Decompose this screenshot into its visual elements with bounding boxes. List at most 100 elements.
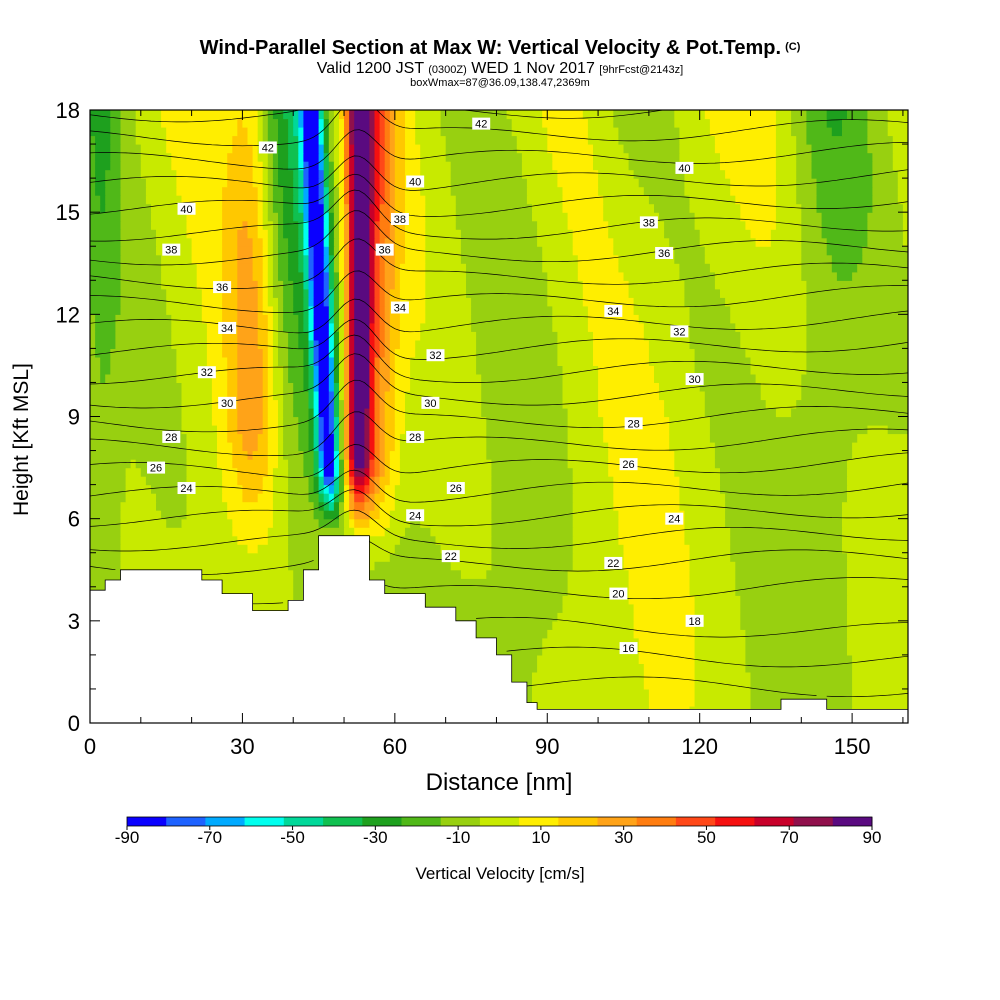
theta-contour-line [90, 444, 908, 478]
contour-label: 30 [221, 398, 233, 410]
contour-label-bg [472, 117, 491, 130]
y-tick-label: 6 [68, 507, 80, 532]
colorbar-tick-label: -70 [197, 828, 222, 847]
contour-label-bg [655, 247, 674, 260]
contour-label-bg [218, 321, 237, 334]
contour-label: 40 [180, 204, 192, 216]
theta-contour-line [90, 155, 908, 191]
theta-contour-line [90, 270, 908, 313]
colorbar-swatch [675, 817, 716, 826]
y-axis-label: Height [Kft MSL] [10, 363, 33, 516]
theta-contour-line [90, 129, 908, 170]
y-tick-label: 0 [68, 711, 80, 736]
contour-label-bg [406, 430, 425, 443]
contour-label-bg [213, 281, 232, 294]
contour-label-bg [162, 430, 181, 443]
terrain [89, 535, 909, 724]
contour-label-bg [197, 366, 216, 379]
contour-label: 30 [688, 374, 700, 386]
contour-label: 30 [424, 398, 436, 410]
contour-label: 18 [688, 616, 700, 628]
contour-label-bg [441, 550, 460, 563]
colorbar-swatch [479, 817, 520, 826]
contour-label: 34 [221, 323, 233, 335]
colorbar-swatch [832, 817, 873, 826]
x-axis-label: Distance [nm] [426, 769, 573, 796]
colorbar-swatch [597, 817, 638, 826]
colorbar-swatch [715, 817, 755, 826]
chart-subtitle-2: boxWmax=87@36.09,138.47,2369m [410, 77, 590, 89]
theta-contour-line [90, 318, 908, 360]
theta-contour-line [252, 577, 908, 605]
contour-label-bg [604, 304, 623, 317]
colorbar: -90 -70 -50 -30 -10 10 30 50 70 90 [115, 816, 882, 847]
colorbar-frame [126, 816, 873, 827]
colorbar-swatch [362, 817, 402, 826]
theta-contour-line [90, 189, 908, 242]
contour-label: 20 [612, 589, 624, 601]
contour-label: 32 [673, 326, 685, 338]
contour-label: 22 [607, 558, 619, 570]
contour-label-bg [624, 417, 643, 430]
contour-label: 34 [394, 303, 406, 315]
contour-label: 26 [450, 483, 462, 495]
contour-label: 36 [379, 245, 391, 257]
contour-label: 38 [394, 214, 406, 226]
contour-label-bg [147, 461, 166, 474]
colorbar-swatch [401, 817, 442, 826]
colorbar-swatch [283, 817, 324, 826]
contour-label: 36 [216, 282, 228, 294]
y-tick-label: 3 [68, 609, 80, 634]
contour-label: 34 [607, 306, 619, 318]
contour-label-bg [375, 243, 394, 256]
contour-label-bg [406, 175, 425, 188]
contour-label: 38 [165, 245, 177, 257]
contour-label-bg [619, 458, 638, 471]
colorbar-swatch [127, 817, 167, 826]
colorbar-swatch [636, 817, 677, 826]
contour-label-bg [675, 161, 694, 174]
theta-contour-line [526, 676, 908, 698]
theta-contour-line [90, 509, 908, 552]
contour-label: 16 [622, 643, 634, 655]
contour-label: 24 [409, 510, 421, 522]
chart-subtitle: Valid 1200 JST (0300Z) WED 1 Nov 2017 [9… [316, 60, 684, 77]
contour-label: 38 [643, 217, 655, 229]
colorbar-tick-label: 90 [863, 828, 882, 847]
contour-label-bg [390, 212, 409, 225]
contour-label-bg [177, 482, 196, 495]
x-tick-label: 0 [84, 734, 96, 759]
contour-label: 26 [622, 459, 634, 471]
colorbar-tick-label: 10 [531, 828, 550, 847]
colorbar-swatch [793, 817, 834, 826]
potential-temperature-contours [90, 110, 908, 698]
theta-contour-line [90, 110, 666, 123]
colorbar-tick-label: -90 [115, 828, 140, 847]
chart-title: Wind-Parallel Section at Max W: Vertical… [199, 37, 801, 59]
theta-contour-line [476, 616, 908, 638]
contour-label-bg [258, 141, 277, 154]
contour-label-bg [670, 325, 689, 338]
contour-label-bg [421, 396, 440, 409]
colorbar-tick-label: -50 [280, 828, 305, 847]
contour-label-bg [639, 216, 658, 229]
contour-label: 42 [475, 119, 487, 131]
colorbar-tick-label: 50 [697, 828, 716, 847]
colorbar-swatch [754, 817, 795, 826]
theta-contour-line [90, 469, 908, 503]
contour-label: 28 [628, 418, 640, 430]
x-tick-label: 90 [535, 734, 559, 759]
contour-label: 28 [409, 432, 421, 444]
contour-label: 32 [429, 350, 441, 362]
y-tick-label: 12 [56, 302, 80, 327]
colorbar-swatch [166, 817, 206, 826]
theta-contour-line [90, 411, 908, 457]
contour-label-bg [218, 396, 237, 409]
theta-contour-line [90, 379, 908, 433]
contour-label: 40 [678, 163, 690, 175]
contour-label: 28 [165, 432, 177, 444]
contour-label: 42 [262, 142, 274, 154]
y-tick-label: 18 [56, 98, 80, 123]
y-tick-label: 15 [56, 200, 80, 225]
